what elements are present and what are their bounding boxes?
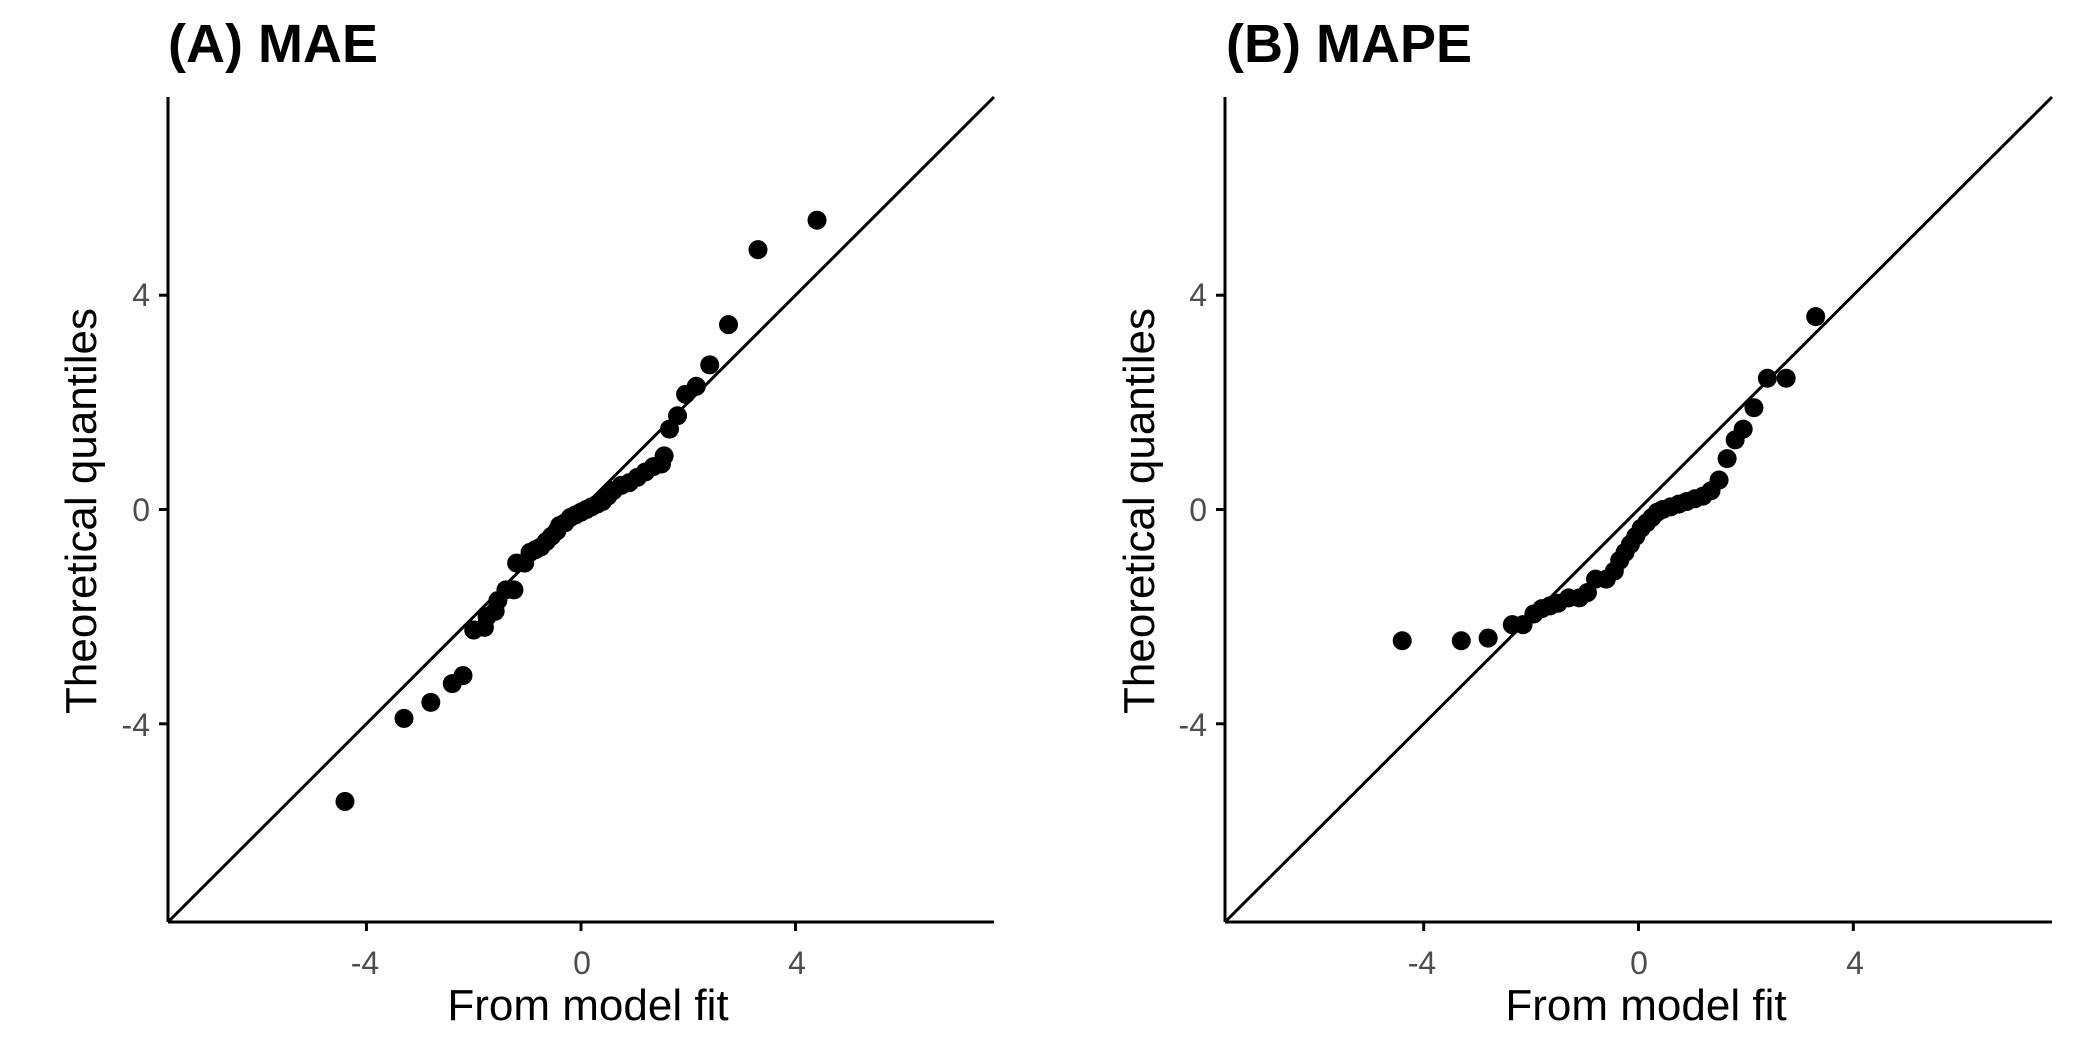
panel-a-data-point [421, 692, 441, 712]
panel-b-reference-line [1223, 95, 2054, 924]
panel-b-data-point [1392, 631, 1412, 651]
panel-b-data-point [1757, 368, 1777, 388]
panel-a: (A) MAE Theoretical quantiles From model… [57, 14, 996, 1030]
panel-a-plot-area [159, 95, 996, 931]
panel-b-data-point [1744, 398, 1764, 418]
panel-a-xtick-label: 4 [788, 945, 806, 981]
panel-b-data-point [1478, 628, 1498, 648]
panel-a-data-point [748, 240, 768, 260]
panel-b-data-point [1733, 419, 1753, 439]
panel-b-xtick-label: -4 [1408, 945, 1436, 981]
panel-b-ytick-label: 0 [1189, 492, 1207, 528]
panel-b-plot-area [1216, 95, 2054, 931]
panel-a-title: (A) MAE [168, 14, 378, 74]
panel-a-ytick-label: -4 [122, 707, 150, 743]
panel-a-data-point [668, 406, 688, 426]
panel-b-data-point [1806, 307, 1826, 327]
panel-a-data-point [453, 666, 473, 686]
panel-b-xtick-label: 0 [1630, 945, 1648, 981]
panel-a-y-axis-title: Theoretical quantiles [57, 308, 106, 714]
panel-a-ytick-label: 4 [132, 277, 150, 313]
panel-b-xtick-label: 4 [1846, 945, 1864, 981]
panel-a-data-point [654, 446, 674, 466]
panel-b-title: (B) MAPE [1226, 14, 1472, 74]
panel-b-ytick-label: -4 [1179, 707, 1207, 743]
panel-a-data-point [807, 210, 827, 230]
panel-a-ytick-label: 0 [132, 492, 150, 528]
panel-b: (B) MAPE Theoretical quantiles From mode… [1115, 14, 2054, 1030]
panel-a-xtick-label: -4 [351, 945, 379, 981]
panel-a-data-point [335, 791, 355, 811]
panel-b-x-axis-title: From model fit [1505, 981, 1786, 1030]
panel-a-data-point [686, 376, 706, 396]
panel-b-data-point [1776, 368, 1796, 388]
panel-b-data-point [1717, 449, 1737, 469]
panel-b-data-point [1451, 631, 1471, 651]
panel-b-ytick-label: 4 [1189, 277, 1207, 313]
panel-a-data-point [719, 315, 738, 335]
panel-a-data-point [504, 580, 524, 600]
panel-b-y-axis-title: Theoretical quantiles [1115, 308, 1164, 714]
panel-a-data-point [700, 355, 720, 375]
panel-a-xtick-label: 0 [573, 945, 591, 981]
panel-a-data-point [394, 708, 414, 728]
panel-a-x-axis-title: From model fit [447, 981, 728, 1030]
panel-b-data-point [1709, 470, 1729, 490]
